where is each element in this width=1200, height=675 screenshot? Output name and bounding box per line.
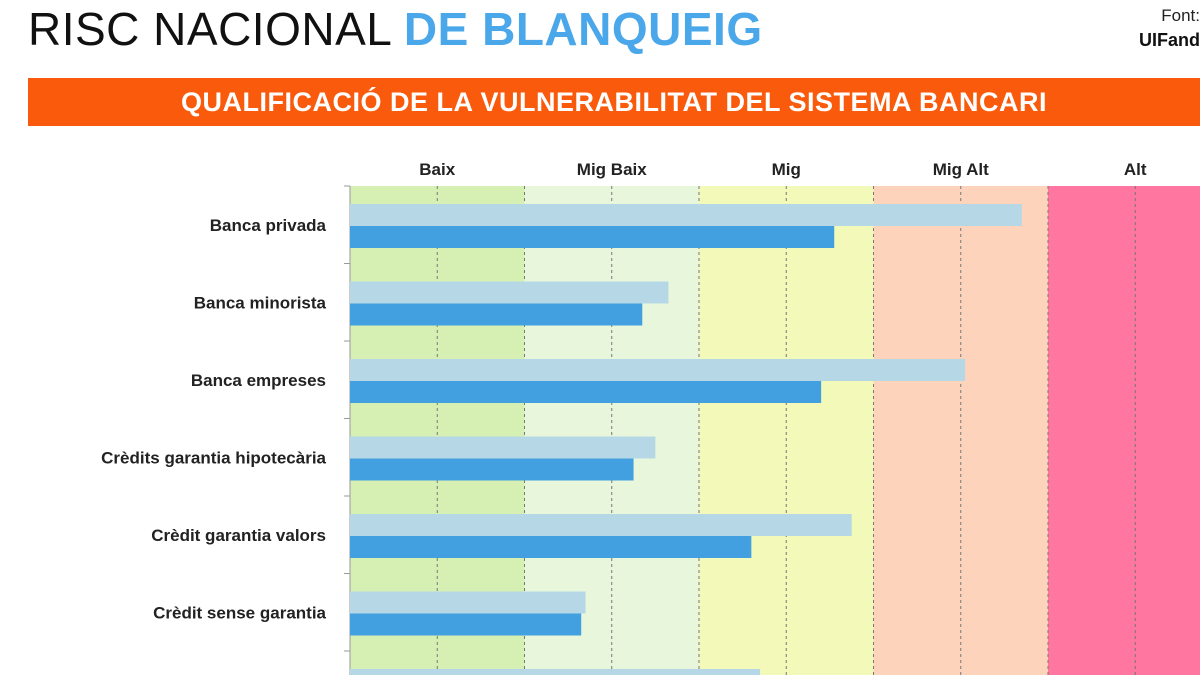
bar-1 <box>350 381 822 403</box>
page-title: RISC NACIONAL DE BLANQUEIG <box>28 2 763 56</box>
category-label: Crèdits garantia hipotecària <box>101 449 326 468</box>
source-value: UIFand <box>1139 30 1200 50</box>
category-label: Banca privada <box>210 216 327 235</box>
band-label: Mig Alt <box>933 160 989 179</box>
source-label: Font: <box>1161 6 1200 25</box>
title-part2: DE BLANQUEIG <box>403 3 763 55</box>
bar-0 <box>350 436 656 459</box>
band-label: Alt <box>1124 160 1147 179</box>
title-part1: RISC NACIONAL <box>28 3 404 55</box>
category-label: Crèdit garantia valors <box>151 526 326 545</box>
band-3 <box>873 186 1048 675</box>
band-label: Baix <box>419 160 455 179</box>
category-label: Banca empreses <box>191 371 326 390</box>
chart-title: QUALIFICACIÓ DE LA VULNERABILITAT DEL SI… <box>28 78 1200 126</box>
bar-0 <box>350 359 966 381</box>
bar-0 <box>350 669 761 675</box>
bar-1 <box>350 613 582 636</box>
bar-1 <box>350 458 634 481</box>
bar-0 <box>350 591 586 614</box>
band-label: Mig <box>772 160 801 179</box>
band-4 <box>1048 186 1200 675</box>
bar-0 <box>350 281 669 304</box>
bar-0 <box>350 204 1022 226</box>
bar-1 <box>350 536 752 558</box>
bar-1 <box>350 303 643 326</box>
bar-1 <box>350 226 835 248</box>
band-2 <box>699 186 874 675</box>
category-label: Crèdit sense garantia <box>153 604 326 623</box>
source: Font: UIFand <box>1139 4 1200 52</box>
bar-0 <box>350 514 852 536</box>
category-label: Banca minorista <box>194 294 327 313</box>
band-label: Mig Baix <box>577 160 647 179</box>
